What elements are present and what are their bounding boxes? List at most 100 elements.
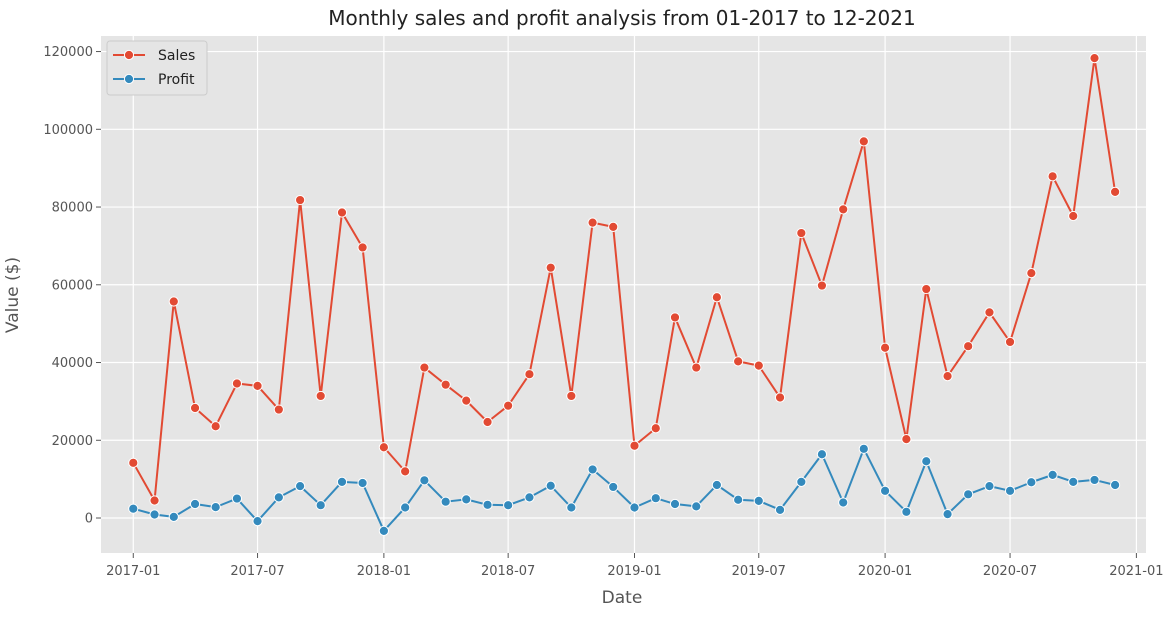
sales-data-point <box>838 204 849 215</box>
profit-data-point <box>168 511 179 522</box>
profit-data-point <box>357 477 368 489</box>
profit-data-point <box>1026 477 1037 488</box>
profit-data-point <box>1047 469 1058 480</box>
profit-data-point <box>400 502 411 513</box>
sales-data-point <box>1026 268 1037 279</box>
sales-data-point <box>1089 53 1100 64</box>
profit-data-point <box>984 481 995 492</box>
profit-data-point <box>796 476 807 487</box>
profit-data-point <box>378 525 389 536</box>
legend-label-profit: Profit <box>158 72 195 88</box>
sales-data-point <box>650 423 661 434</box>
sales-data-point <box>858 136 869 147</box>
profit-data-point <box>189 498 201 510</box>
profit-data-point <box>419 475 430 486</box>
sales-data-point <box>149 495 160 506</box>
profit-data-point <box>149 509 160 520</box>
sales-data-point <box>942 371 953 382</box>
data-points <box>128 53 1121 536</box>
sales-data-point <box>963 341 974 352</box>
profit-data-point <box>691 501 702 512</box>
plot-area <box>101 36 1146 553</box>
sales-data-point <box>1110 186 1121 197</box>
y-tick-label: 120000 <box>43 45 93 60</box>
profit-data-point <box>210 502 221 513</box>
profit-data-point <box>774 504 786 515</box>
profit-data-point <box>838 497 849 508</box>
profit-data-point <box>733 494 744 505</box>
profit-data-point <box>753 495 764 507</box>
sales-data-point <box>440 379 451 390</box>
profit-data-point <box>336 476 348 487</box>
x-tick-label: 2018-01 <box>357 564 411 579</box>
x-tick-label: 2021-01 <box>1109 564 1163 579</box>
profit-data-point <box>587 464 598 475</box>
sales-data-point <box>168 296 179 307</box>
sales-data-point <box>419 362 430 373</box>
profit-data-point <box>608 481 619 493</box>
sales-data-point <box>503 400 514 411</box>
y-tick-labels: 0 20000 40000 60000 80000 100000 120000 <box>43 45 101 527</box>
sales-data-point <box>210 421 221 432</box>
profit-data-point <box>858 443 869 454</box>
sales-data-point <box>816 280 828 291</box>
x-axis-label: Date <box>602 588 643 608</box>
sales-data-point <box>901 434 912 445</box>
x-tick-label: 2019-07 <box>732 564 786 579</box>
y-tick-label: 20000 <box>52 434 93 449</box>
legend-marker-sales <box>123 49 135 61</box>
legend-entries: Sales Profit <box>113 48 195 88</box>
sales-data-point <box>691 362 702 373</box>
profit-data-point <box>231 493 243 504</box>
sales-data-point <box>984 307 995 318</box>
sales-data-point <box>587 217 598 228</box>
sales-data-point <box>879 342 891 353</box>
sales-data-point <box>273 404 284 415</box>
profit-data-point <box>315 500 326 511</box>
sales-data-point <box>357 242 368 253</box>
profit-data-point <box>440 496 451 507</box>
sales-data-point <box>128 457 139 468</box>
profit-data-point <box>629 502 640 513</box>
y-tick-label: 100000 <box>43 123 93 138</box>
profit-data-point <box>273 492 284 503</box>
sales-data-point <box>774 392 786 403</box>
profit-data-point <box>1068 476 1079 487</box>
profit-data-point <box>1004 485 1016 496</box>
profit-data-point <box>524 492 535 503</box>
sales-data-point <box>1068 210 1079 222</box>
sales-data-point <box>231 378 243 389</box>
profit-data-point <box>711 479 722 491</box>
y-tick-label: 60000 <box>52 278 93 293</box>
sales-data-point <box>669 312 681 323</box>
chart-title: Monthly sales and profit analysis from 0… <box>328 6 915 30</box>
x-tick-label: 2017-01 <box>106 564 160 579</box>
profit-data-point <box>816 449 828 460</box>
sales-data-point <box>461 395 472 406</box>
sales-data-point <box>336 207 348 218</box>
profit-data-point <box>252 516 263 527</box>
sales-data-point <box>733 356 744 367</box>
x-tick-label: 2018-07 <box>481 564 535 579</box>
profit-data-point <box>1089 474 1100 486</box>
y-axis-label: Value ($) <box>3 257 23 333</box>
legend: Sales Profit <box>106 40 208 96</box>
sales-series-line <box>132 57 1117 502</box>
x-tick-label: 2020-01 <box>858 564 912 579</box>
sales-data-point <box>545 262 556 273</box>
sales-data-point <box>608 221 619 232</box>
sales-data-point <box>921 283 932 295</box>
legend-label-sales: Sales <box>158 48 195 64</box>
y-tick-label: 0 <box>85 512 93 527</box>
profit-data-point <box>879 485 891 496</box>
profit-data-point <box>566 502 577 513</box>
profit-data-point <box>461 494 472 505</box>
profit-data-point <box>128 503 139 514</box>
x-tick-label: 2017-07 <box>230 564 284 579</box>
sales-data-point <box>378 442 389 453</box>
sales-data-point <box>524 369 535 380</box>
profit-data-point <box>921 456 932 467</box>
profit-data-point <box>650 493 661 504</box>
